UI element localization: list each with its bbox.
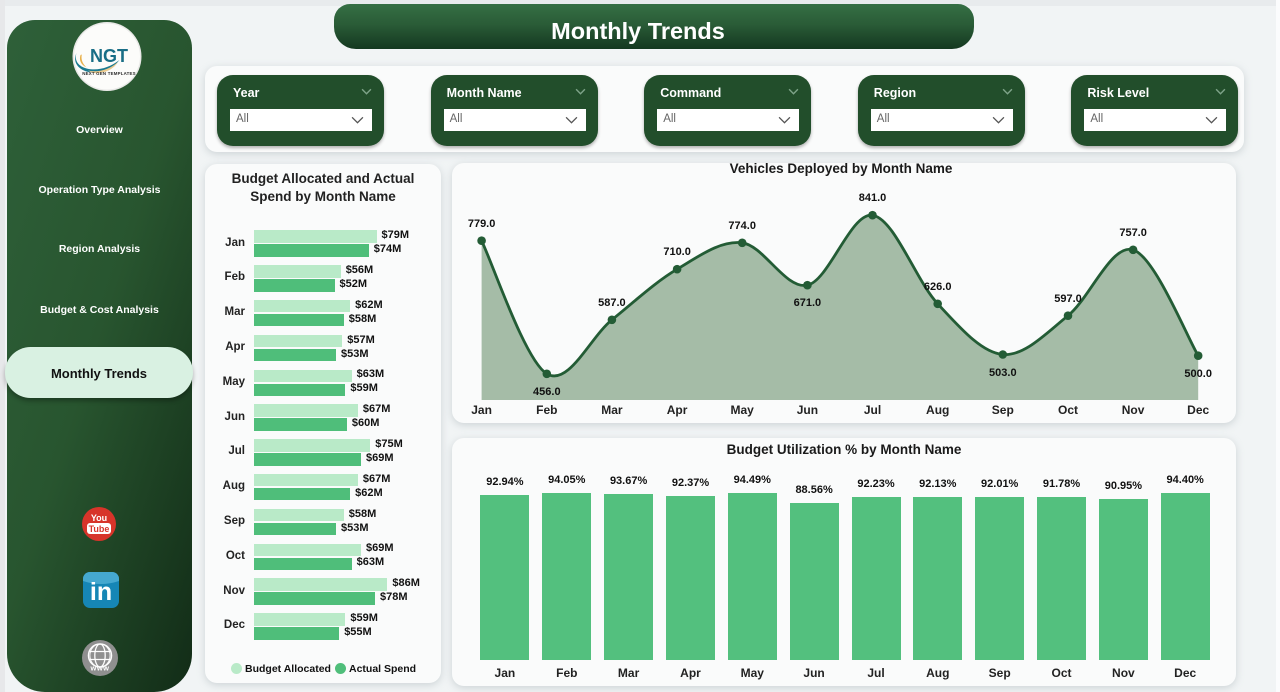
svg-text:www: www xyxy=(89,664,109,673)
svg-text:in: in xyxy=(90,578,112,606)
svg-text:Tube: Tube xyxy=(89,524,110,534)
svg-text:NEXT GEN TEMPLATES: NEXT GEN TEMPLATES xyxy=(82,71,136,76)
svg-text:NGT: NGT xyxy=(90,46,128,66)
svg-text:You: You xyxy=(91,513,107,523)
